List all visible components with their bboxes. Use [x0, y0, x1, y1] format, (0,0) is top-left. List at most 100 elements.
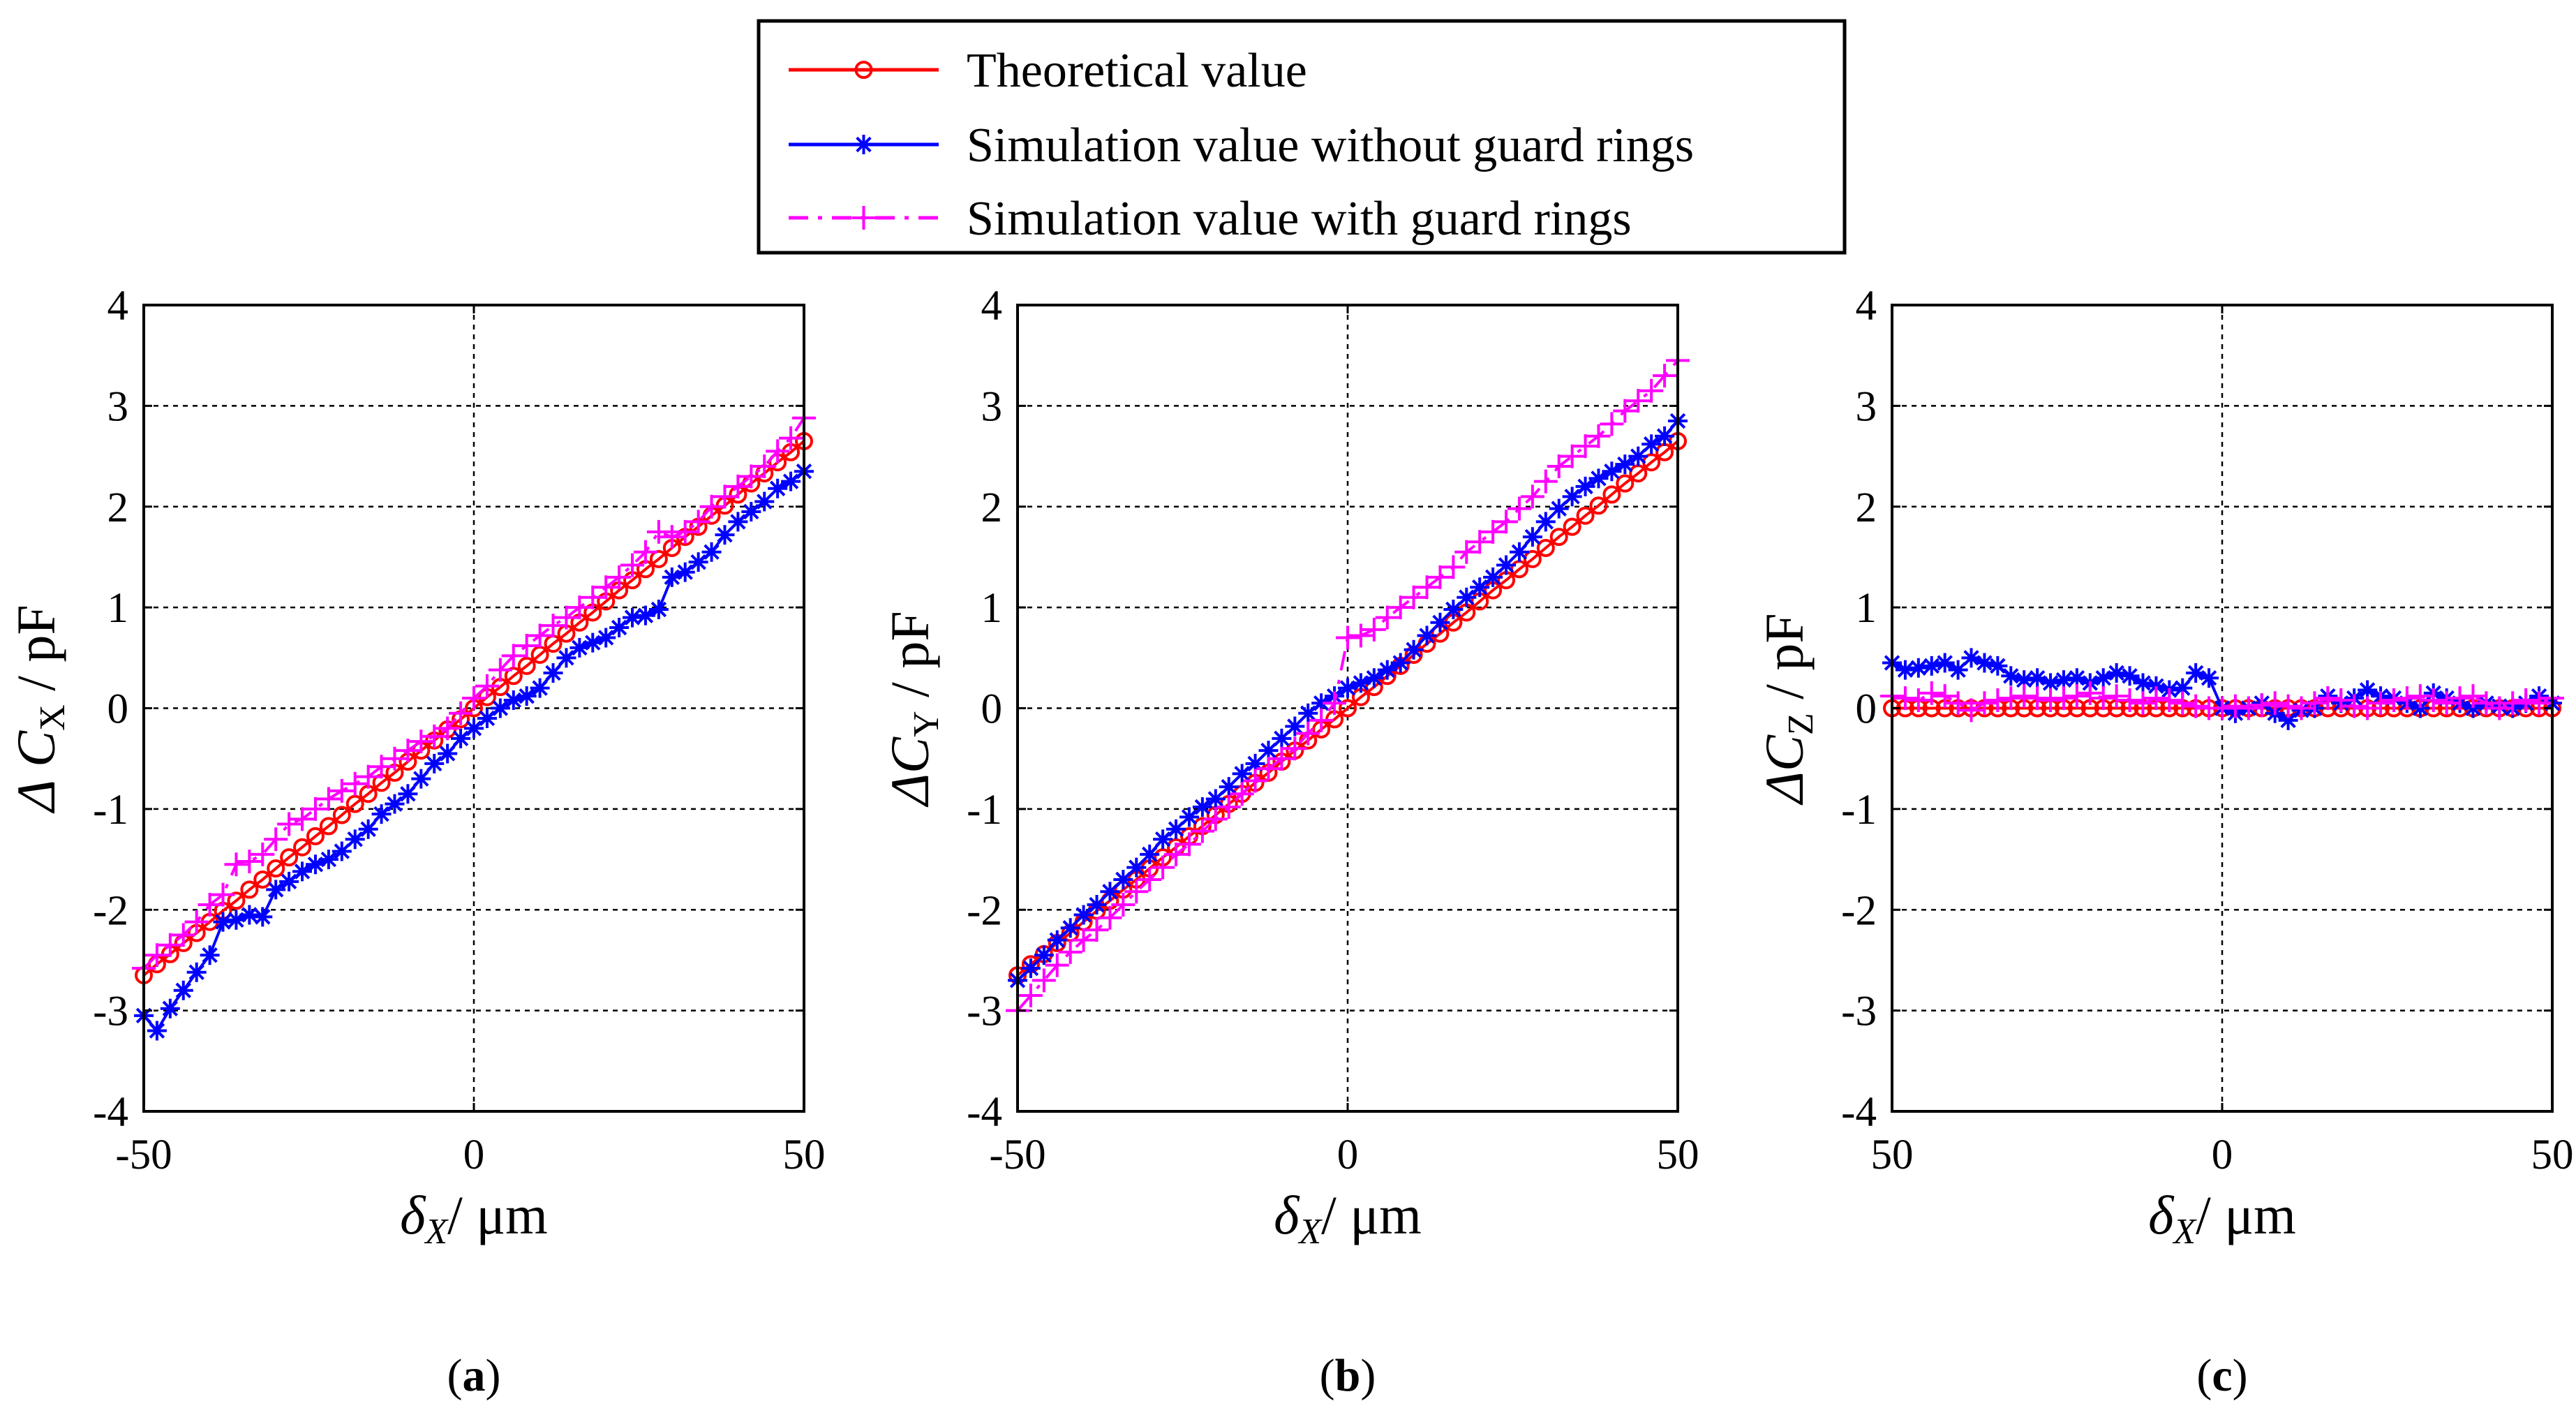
series-marker [2448, 686, 2472, 711]
series-marker [303, 797, 327, 821]
series-marker [673, 519, 697, 544]
series-marker [2053, 670, 2074, 690]
legend-box [757, 19, 1847, 255]
y-tick-label: -1 [93, 787, 128, 834]
series-marker [277, 812, 301, 836]
series-marker [530, 678, 550, 698]
series-marker [1600, 412, 1624, 436]
x-tick-label: 0 [2212, 1132, 2233, 1178]
series-marker [1589, 496, 1608, 515]
series-marker [490, 698, 510, 718]
y-axis-label: Δ CX / pF [6, 605, 73, 814]
series-marker [1549, 528, 1568, 547]
y-tick-label: 0 [981, 686, 1003, 733]
series-marker [147, 1021, 167, 1041]
series-marker [503, 690, 523, 710]
y-tick-label: -3 [93, 988, 128, 1035]
series-marker [292, 861, 313, 882]
series-marker [1999, 686, 2023, 711]
series-marker [2487, 696, 2512, 720]
series-marker [2358, 680, 2378, 700]
series-marker [1348, 623, 1373, 648]
series-marker [517, 656, 536, 675]
series-marker [1535, 512, 1556, 532]
series-marker [2131, 691, 2155, 716]
series-marker [1986, 688, 2010, 712]
series-marker [1470, 577, 1490, 598]
y-axis-label: ΔCZ / pF [1754, 613, 1821, 806]
series-marker [2501, 691, 2525, 716]
y-tick-label: -4 [1841, 1089, 1877, 1136]
series-marker [332, 841, 352, 861]
series-marker [1481, 519, 1505, 544]
x-tick-label: 50 [783, 1132, 826, 1178]
series-marker [1906, 688, 1930, 712]
series-marker [2302, 691, 2327, 716]
series-marker [2171, 691, 2195, 716]
series-marker [464, 718, 484, 739]
series-marker [596, 628, 616, 648]
series-marker [173, 980, 193, 1000]
series-marker [1908, 658, 1928, 678]
series-marker [424, 753, 445, 773]
legend: Theoretical value Simulation value withou… [757, 19, 1847, 255]
panel-label: (c) [2196, 1350, 2247, 1401]
series-marker [2381, 688, 2406, 712]
series-marker [409, 729, 433, 754]
series-marker [329, 778, 354, 803]
series-marker [1602, 485, 1621, 504]
series-marker [1362, 617, 1386, 642]
series-marker [1256, 757, 1281, 781]
series-marker [2223, 694, 2247, 718]
series-marker [2027, 668, 2048, 688]
series-marker [1974, 653, 1995, 673]
series-marker [1576, 506, 1595, 525]
series-marker [1375, 605, 1399, 630]
series-marker [1285, 716, 1305, 736]
series-marker [607, 565, 632, 589]
series-marker [1140, 844, 1160, 864]
legend-entry: Theoretical value [789, 44, 1307, 98]
series-marker [1113, 869, 1133, 889]
series-marker [2041, 673, 2061, 693]
y-tick-label: 2 [981, 484, 1003, 531]
panel-label: (a) [447, 1350, 501, 1401]
series-marker [701, 542, 722, 562]
x-tick-label: 0 [463, 1132, 485, 1178]
series-marker [648, 600, 669, 620]
series-marker [699, 494, 724, 519]
series-marker [1203, 807, 1228, 831]
y-tick-label: 4 [107, 283, 129, 329]
series-marker [2329, 688, 2353, 712]
series-marker [1216, 794, 1241, 819]
series-marker [160, 998, 180, 1019]
series-marker [2514, 688, 2538, 712]
series-marker [1933, 684, 1957, 709]
series-marker [1126, 857, 1147, 877]
y-tick-label: -1 [1841, 787, 1877, 834]
series-marker [1032, 968, 1056, 993]
series-marker [781, 471, 801, 491]
series-marker [1443, 600, 1464, 620]
series-marker [594, 575, 618, 600]
series-marker [411, 769, 431, 789]
series-marker [2157, 688, 2182, 712]
series-marker [1404, 639, 1424, 660]
series-marker [280, 848, 299, 867]
series-marker [728, 512, 748, 532]
series-marker [2463, 698, 2483, 718]
series-marker [2093, 668, 2113, 688]
series-marker [398, 784, 418, 804]
series-marker [2527, 691, 2552, 716]
series-marker [144, 943, 169, 968]
legend-label: Simulation value without guard rings [967, 119, 1694, 172]
series-marker [1336, 625, 1360, 650]
series-marker [224, 852, 248, 877]
series-marker [1653, 364, 1677, 388]
series-marker [1350, 673, 1371, 693]
series [1880, 681, 2564, 723]
series-marker [488, 658, 512, 682]
series-marker [1018, 983, 1043, 1007]
series-marker [2355, 696, 2380, 720]
series-marker [1602, 461, 1622, 482]
